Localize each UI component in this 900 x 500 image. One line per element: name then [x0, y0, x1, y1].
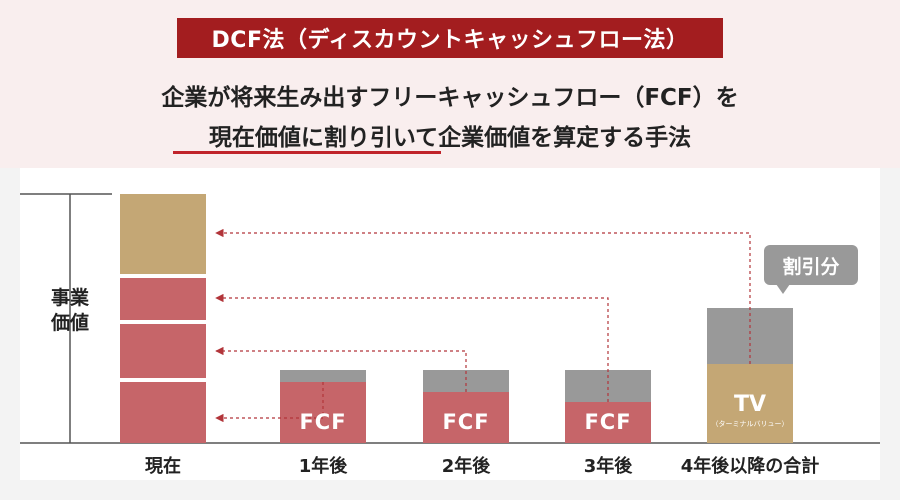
business-value-label: 事業 価値 — [40, 286, 100, 336]
lead-line-1: 企業が将来生み出すフリーキャッシュフロー（FCF）を — [161, 85, 739, 111]
tv-sublabel: （ターミナルバリュー） — [711, 420, 789, 428]
period-label-year2: 2年後 — [441, 456, 491, 477]
arrow-year1 — [215, 382, 324, 423]
present-fcf2-block — [120, 324, 206, 378]
lead-line-2: 現在価値に割り引いて企業価値を算定する手法 — [208, 125, 692, 151]
tv-discount — [707, 308, 793, 364]
year2-fcf-bar — [423, 392, 509, 443]
present-tv-block — [120, 194, 206, 274]
title-badge: DCF法（ディスカウントキャッシュフロー法） — [177, 18, 723, 58]
present-fcf1-block — [120, 382, 206, 443]
period-label-present: 現在 — [145, 456, 181, 477]
period-label-year1: 1年後 — [298, 456, 348, 477]
arrow-year3 — [215, 293, 609, 402]
discount-callout: 割引分 — [764, 245, 858, 294]
tv-label: TV — [733, 392, 767, 417]
business-value-line2: 価値 — [50, 312, 89, 334]
present-fcf3-block — [120, 278, 206, 320]
business-value-line1: 事業 — [50, 287, 89, 309]
tv-bar — [707, 364, 793, 443]
period-label-terminal: 4年後以降の合計 — [680, 456, 820, 477]
year1-fcf-label: FCF — [299, 410, 347, 434]
year3-discount — [565, 370, 651, 402]
period-label-year3: 3年後 — [583, 456, 633, 477]
year3-fcf-bar — [565, 402, 651, 443]
year1-discount — [280, 370, 366, 382]
year2-fcf-label: FCF — [442, 410, 490, 434]
year3-fcf-label: FCF — [584, 410, 632, 434]
arrow-year2 — [215, 346, 467, 392]
arrow-tv — [215, 228, 751, 364]
emphasis-underline — [173, 151, 441, 154]
year2-discount — [423, 370, 509, 392]
